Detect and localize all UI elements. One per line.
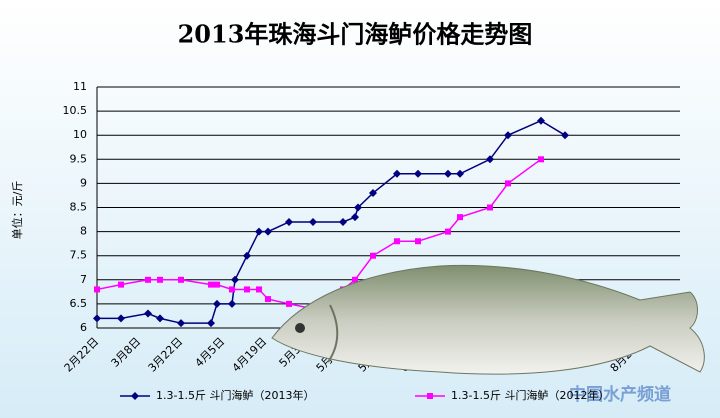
marker — [393, 169, 401, 178]
y-tick-label: 11 — [73, 80, 87, 93]
marker — [228, 299, 236, 308]
fish-eye — [295, 323, 305, 333]
marker — [427, 393, 433, 399]
marker — [265, 296, 271, 303]
fish-image — [271, 264, 705, 375]
marker — [415, 238, 421, 245]
fish — [271, 264, 705, 375]
marker — [94, 286, 100, 293]
marker — [486, 155, 494, 164]
marker — [339, 217, 347, 226]
marker — [177, 319, 185, 328]
marker — [207, 319, 215, 328]
marker — [445, 228, 451, 235]
marker — [309, 217, 317, 226]
marker — [231, 275, 239, 284]
marker — [457, 214, 463, 221]
marker — [456, 169, 464, 178]
marker — [213, 299, 221, 308]
marker — [117, 314, 125, 323]
marker — [229, 286, 235, 293]
marker — [178, 276, 184, 283]
y-tick-label: 8.5 — [70, 201, 88, 214]
marker — [118, 281, 124, 288]
fish-gill — [327, 304, 339, 363]
chart-title: 2013年珠海斗门海鲈价格走势图 — [178, 20, 533, 49]
marker — [354, 203, 362, 212]
watermark: 中国水产频道 — [569, 384, 671, 405]
marker — [487, 204, 493, 211]
y-tick-label: 9 — [80, 176, 87, 189]
marker — [255, 227, 263, 236]
marker — [505, 180, 511, 187]
marker — [208, 281, 214, 288]
marker — [537, 116, 545, 125]
y-tick-label: 10 — [73, 128, 87, 141]
marker — [285, 217, 293, 226]
marker — [244, 286, 250, 293]
marker — [145, 276, 151, 283]
y-tick-label: 10.5 — [63, 104, 88, 117]
marker — [214, 281, 220, 288]
marker — [93, 314, 101, 323]
marker — [561, 131, 569, 140]
y-tick-label: 6 — [80, 321, 87, 334]
marker — [144, 309, 152, 318]
y-tick-label: 6.5 — [70, 297, 88, 310]
marker — [352, 276, 358, 283]
marker — [264, 227, 272, 236]
marker — [243, 251, 251, 260]
marker — [369, 189, 377, 198]
y-tick-label: 8 — [80, 225, 87, 238]
y-tick-label: 9.5 — [70, 152, 88, 165]
y-axis-label: 单位：元/斤 — [10, 181, 24, 240]
legend: 1.3-1.5斤 斗门海鲈（2013年） 1.3-1.5斤 斗门海鲈（2012年） — [120, 388, 609, 402]
y-tick-label: 7.5 — [70, 249, 88, 262]
marker — [286, 300, 292, 307]
marker — [256, 286, 262, 293]
legend-label: 1.3-1.5斤 斗门海鲈（2012年） — [451, 388, 609, 402]
marker — [394, 238, 400, 245]
marker — [538, 156, 544, 163]
marker — [444, 169, 452, 178]
marker — [504, 131, 512, 140]
marker — [157, 276, 163, 283]
y-tick-label: 7 — [80, 273, 87, 286]
marker — [370, 252, 376, 259]
marker — [156, 314, 164, 323]
marker — [351, 213, 359, 222]
marker — [414, 169, 422, 178]
marker — [131, 392, 139, 400]
legend-label: 1.3-1.5斤 斗门海鲈（2013年） — [156, 388, 314, 402]
